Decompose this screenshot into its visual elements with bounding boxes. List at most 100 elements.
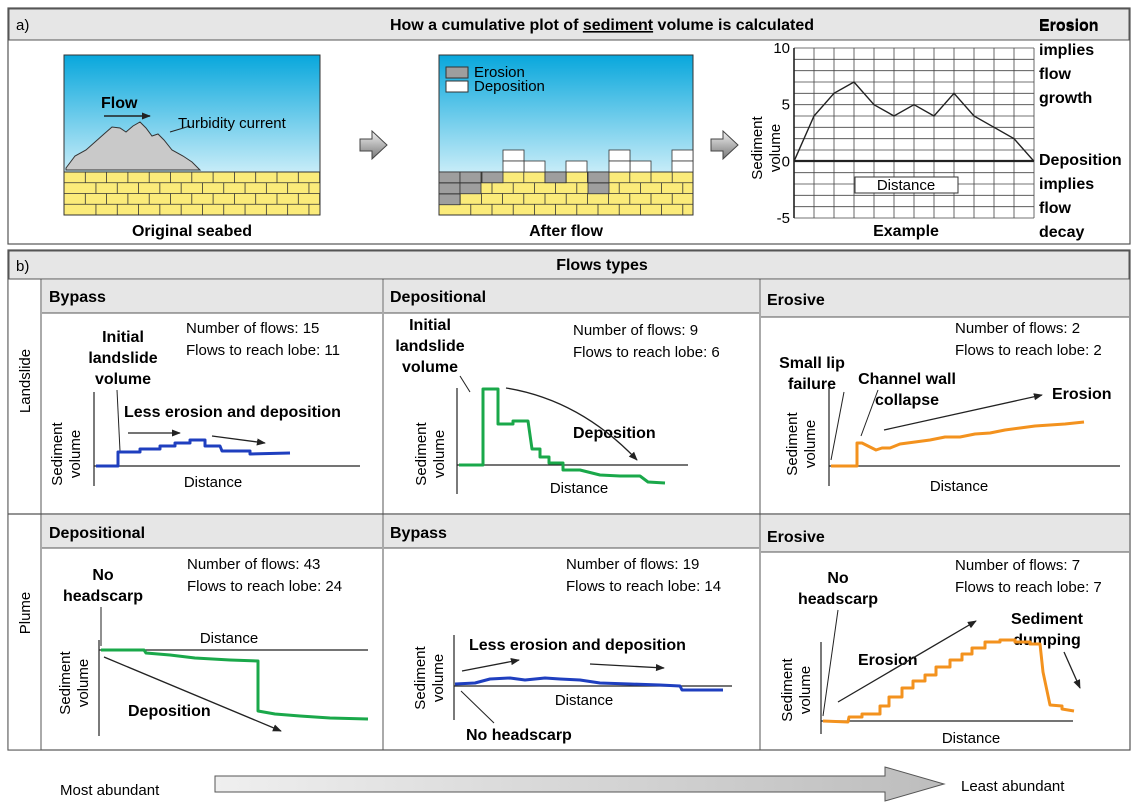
cell-landslide-bypass: Bypass Number of flows: 15 Flows to reac… xyxy=(49,289,360,491)
xlabel: Distance xyxy=(942,730,1000,747)
ylabel-1: Sediment xyxy=(49,421,66,485)
xlabel: Distance xyxy=(200,630,258,647)
cell-title: Bypass xyxy=(390,525,447,542)
row-label-landslide: Landslide xyxy=(17,349,34,413)
panel-b-title: Flows types xyxy=(556,257,648,274)
after-flow-diagram: Erosion Deposition After flow xyxy=(438,54,694,240)
ylabel-1: Sediment xyxy=(412,645,429,709)
leader-line xyxy=(460,690,495,724)
leader-line xyxy=(822,609,839,717)
row-label-plume: Plume xyxy=(17,592,34,635)
panel-a-letter: a) xyxy=(16,17,29,34)
note-flow-1: flow xyxy=(1039,66,1072,83)
deposition-legend-swatch xyxy=(445,80,469,93)
ylabel-2: volume xyxy=(431,430,448,478)
stats-flows: Number of flows: 19 xyxy=(566,556,699,573)
ylabel-2: volume xyxy=(67,430,84,478)
deposition-arrow xyxy=(505,387,638,461)
panel-b: b) Flows types Landslide Plume Bypass Nu… xyxy=(7,249,1131,751)
series-line xyxy=(822,638,1075,724)
deposition-block xyxy=(565,160,588,173)
leader-line xyxy=(459,375,471,393)
note-deposition: Deposition xyxy=(1039,152,1122,169)
original-seabed-diagram: Flow Turbidity current Original seabed xyxy=(63,54,321,240)
note-decay: decay xyxy=(1039,224,1084,241)
ann-no-headscarp: No headscarp xyxy=(466,727,572,744)
note-growth: growth xyxy=(1039,90,1092,107)
stats-lobe: Flows to reach lobe: 2 xyxy=(955,342,1102,359)
stats-lobe: Flows to reach lobe: 14 xyxy=(566,578,721,595)
erosion-block xyxy=(438,193,461,206)
erosion-block xyxy=(481,171,504,184)
deposition-block xyxy=(608,160,631,173)
note-erosion: Erosion xyxy=(1039,18,1099,35)
note-flow-2: flow xyxy=(1039,200,1072,217)
deposition-block xyxy=(502,160,525,173)
cell-title: Depositional xyxy=(390,289,486,306)
ann-volume: volume xyxy=(95,371,151,388)
stats-lobe: Flows to reach lobe: 24 xyxy=(187,578,342,595)
abundance-arrow xyxy=(214,766,946,802)
turbidity-current-shape xyxy=(65,121,202,171)
ann-deposition: Deposition xyxy=(128,703,211,720)
deposition-block xyxy=(502,149,525,162)
example-tick-label: 5 xyxy=(782,97,790,114)
flow-label: Flow xyxy=(101,95,138,112)
deposition-legend-label: Deposition xyxy=(474,78,545,95)
process-arrow-2 xyxy=(710,129,739,161)
ann-less-erosion: Less erosion and deposition xyxy=(124,404,341,421)
ann-erosion: Erosion xyxy=(1052,386,1112,403)
cell-title: Erosive xyxy=(767,292,825,309)
erosion-block xyxy=(459,182,482,195)
xlabel: Distance xyxy=(184,474,242,491)
ann-landslide: landslide xyxy=(395,338,464,355)
turbidity-leader-line xyxy=(169,125,191,133)
arrow-2 xyxy=(589,663,665,672)
leader-line-2 xyxy=(860,389,879,437)
example-xlabel: Distance xyxy=(877,177,935,194)
example-ylabel-1: Sediment xyxy=(749,115,766,179)
panel-a-title: How a cumulative plot of sediment volume… xyxy=(390,17,814,34)
panel-b-letter: b) xyxy=(16,258,29,275)
ylabel-2: volume xyxy=(802,420,819,468)
deposition-block xyxy=(671,160,694,173)
stats-lobe: Flows to reach lobe: 7 xyxy=(955,579,1102,596)
erosion-block xyxy=(587,171,610,184)
dumping-arrow xyxy=(1063,651,1081,689)
deposition-block xyxy=(608,149,631,162)
cell-landslide-depositional: Depositional Number of flows: 9 Flows to… xyxy=(390,289,720,497)
stats-flows: Number of flows: 7 xyxy=(955,557,1080,574)
ann-headscarp: headscarp xyxy=(63,588,143,605)
example-notes: Erosion implies flow growth Deposition i… xyxy=(1039,18,1122,241)
deposition-arrow xyxy=(103,656,282,732)
example-tick-label: -5 xyxy=(777,210,790,227)
erosion-arrow xyxy=(837,620,977,703)
abundance-scale: Most abundant Least abundant xyxy=(60,766,1065,802)
example-series-line xyxy=(793,81,1035,162)
ann-collapse: collapse xyxy=(875,392,939,409)
example-caption: Example xyxy=(873,223,939,240)
leader-line-1 xyxy=(830,391,845,461)
ylabel-2: volume xyxy=(75,659,92,707)
erosion-block xyxy=(587,182,610,195)
cell-plume-erosive: Erosive Number of flows: 7 Flows to reac… xyxy=(767,529,1102,747)
note-implies-1: implies xyxy=(1039,42,1094,59)
erosion-note-1: Erosion xyxy=(1039,17,1099,34)
panel-a: a) How a cumulative plot of sediment vol… xyxy=(7,7,1131,245)
ann-channel-wall: Channel wall xyxy=(858,371,956,388)
stats-flows: Number of flows: 2 xyxy=(955,320,1080,337)
ylabel-1: Sediment xyxy=(779,657,796,721)
deposition-block xyxy=(629,160,652,173)
erosion-legend-swatch xyxy=(445,66,469,79)
example-tick-label: 10 xyxy=(773,40,790,57)
series-line xyxy=(831,420,1085,468)
example-tick-label: 0 xyxy=(782,153,790,170)
arrow-2 xyxy=(211,435,266,446)
stats-lobe: Flows to reach lobe: 11 xyxy=(186,342,340,359)
cell-title: Erosive xyxy=(767,529,825,546)
ann-deposition: Deposition xyxy=(573,425,656,442)
arrow-1 xyxy=(461,658,520,672)
series-line xyxy=(454,676,723,692)
cell-landslide-erosive: Erosive Number of flows: 2 Flows to reac… xyxy=(767,292,1120,495)
